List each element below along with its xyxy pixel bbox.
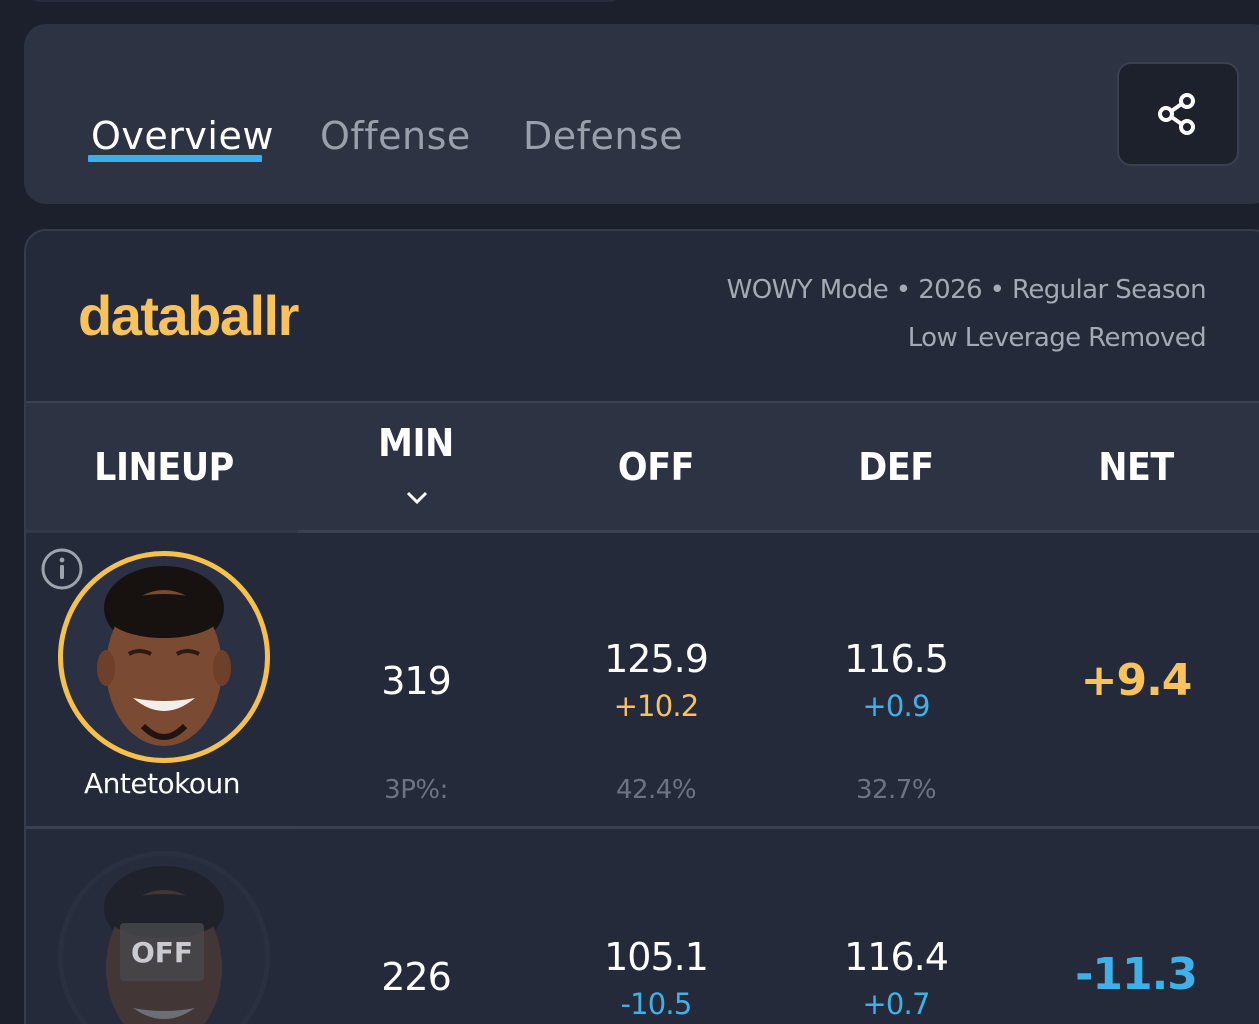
off-diff: -10.5	[620, 987, 692, 1021]
player-photo	[97, 566, 231, 746]
chevron-down-icon[interactable]	[404, 489, 430, 507]
off-rating: 105.1	[604, 935, 709, 979]
three-pt-off: 42.4%	[615, 775, 697, 805]
off-badge: OFF	[120, 923, 204, 981]
header-lineup[interactable]: LINEUP	[94, 445, 234, 489]
header-min[interactable]: MIN	[378, 421, 454, 465]
minutes-value: 319	[381, 659, 452, 703]
top-strip	[0, 0, 1259, 24]
def-diff: +0.7	[862, 987, 930, 1021]
share-icon	[1158, 93, 1195, 135]
leverage-label: Low Leverage Removed	[907, 323, 1207, 353]
row-divider	[26, 826, 1259, 829]
minutes-value: 226	[381, 955, 452, 999]
share-button[interactable]	[1117, 62, 1239, 166]
def-diff: +0.9	[862, 689, 930, 723]
tab-overview[interactable]: Overview	[91, 114, 274, 158]
tab-defense[interactable]: Defense	[523, 114, 684, 158]
player-avatar[interactable]	[58, 551, 270, 763]
header-divider	[26, 530, 1259, 533]
off-diff: +10.2	[613, 689, 700, 723]
tabs-card: Overview Offense Defense	[24, 24, 1259, 204]
tab-offense[interactable]: Offense	[320, 114, 471, 158]
header-net[interactable]: NET	[1098, 445, 1174, 489]
def-rating: 116.5	[844, 637, 949, 681]
net-rating: +9.4	[1080, 655, 1193, 706]
table-header: LINEUP MIN OFF DEF NET	[26, 401, 1259, 531]
three-pt-label: 3P%:	[384, 775, 448, 805]
three-pt-def: 32.7%	[855, 775, 937, 805]
previous-card-edge	[30, 0, 620, 2]
active-tab-indicator	[88, 155, 262, 162]
info-icon[interactable]	[40, 547, 84, 591]
net-rating: -11.3	[1075, 949, 1198, 1000]
header-off[interactable]: OFF	[617, 445, 695, 489]
databallr-logo: databallr	[78, 284, 299, 347]
lineup-card: databallr WOWY Mode • 2026 • Regular Sea…	[24, 229, 1259, 1024]
off-rating: 125.9	[604, 637, 709, 681]
player-name: Antetokoun	[83, 767, 241, 800]
def-rating: 116.4	[844, 935, 949, 979]
header-def[interactable]: DEF	[858, 445, 934, 489]
mode-season-label: WOWY Mode • 2026 • Regular Season	[726, 275, 1207, 305]
